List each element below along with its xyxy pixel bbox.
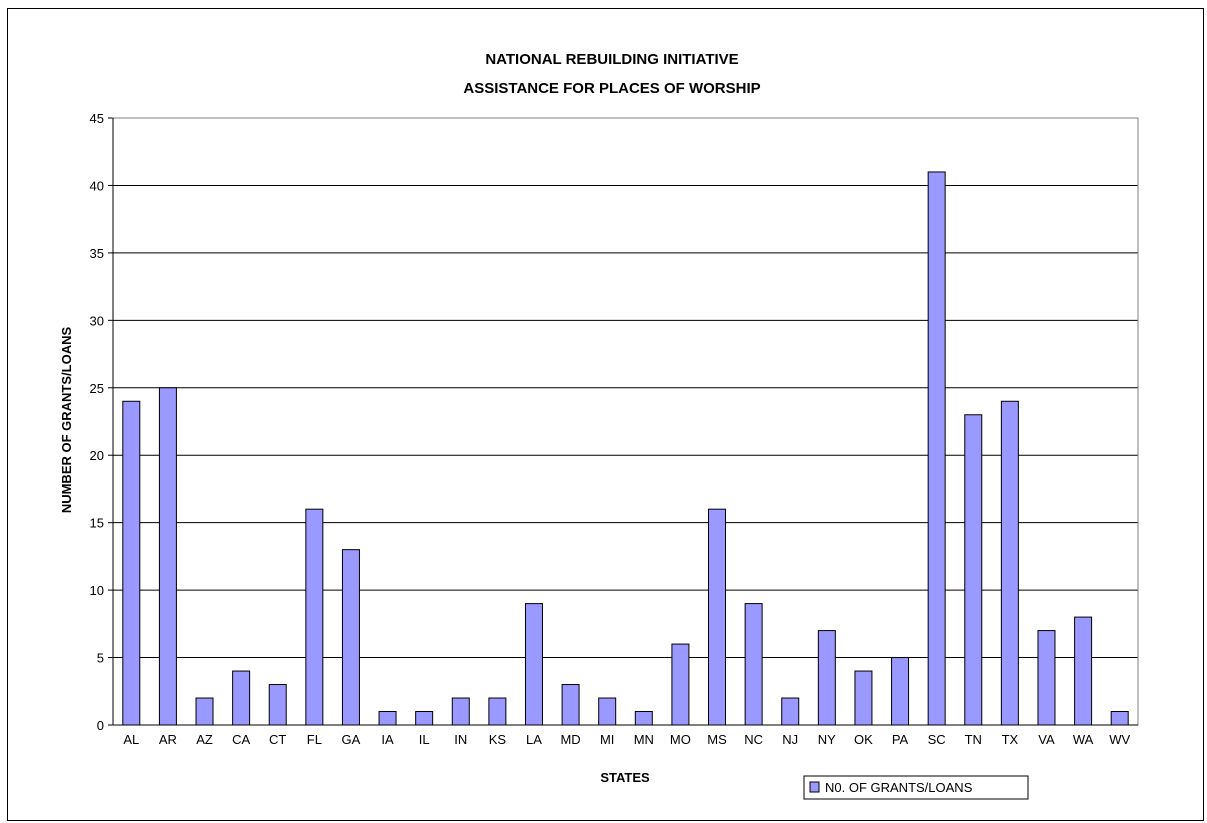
y-tick-label: 35 — [90, 246, 104, 261]
x-tick-label: KS — [489, 732, 507, 747]
x-tick-label: LA — [526, 732, 542, 747]
bar-wa — [1074, 616, 1093, 726]
bar-md — [561, 684, 580, 726]
bar-in — [451, 697, 470, 726]
axes — [112, 117, 1139, 726]
legend-box — [803, 775, 1029, 800]
bar-ca — [232, 670, 251, 726]
chart-frame — [7, 8, 1204, 821]
x-axis-label: STATES — [600, 770, 650, 785]
x-tick-label: TX — [1002, 732, 1019, 747]
bar-sc — [927, 171, 946, 726]
y-tick-label: 25 — [90, 381, 104, 396]
y-tick-label: 30 — [90, 313, 104, 328]
legend-swatch — [809, 781, 820, 793]
bar-ia — [378, 711, 397, 726]
x-tick-label: MS — [707, 732, 727, 747]
x-tick-label: OK — [854, 732, 873, 747]
x-tick-label: NY — [818, 732, 836, 747]
x-tick-label: WV — [1109, 732, 1130, 747]
x-tick-label: NC — [744, 732, 763, 747]
bar-la — [524, 603, 543, 726]
x-tick-label: AZ — [196, 732, 213, 747]
bar-tx — [1000, 400, 1019, 726]
x-tick-label: CT — [269, 732, 286, 747]
bar-ny — [817, 630, 836, 726]
legend-label: N0. OF GRANTS/LOANS — [825, 780, 973, 795]
x-tick-label: MD — [560, 732, 580, 747]
y-tick-label: 20 — [90, 448, 104, 463]
bar-ms — [708, 508, 727, 726]
x-tick-label: MN — [634, 732, 654, 747]
x-tick-label: GA — [342, 732, 361, 747]
legend: N0. OF GRANTS/LOANS — [803, 775, 1029, 800]
y-axis-label: NUMBER OF GRANTS/LOANS — [59, 327, 74, 514]
x-tick-label: MI — [600, 732, 614, 747]
bar-al — [122, 400, 141, 726]
x-tick-label: IA — [381, 732, 394, 747]
bar-mi — [598, 697, 617, 726]
y-tick-label: 15 — [90, 516, 104, 531]
bar-ct — [268, 684, 287, 726]
bar-il — [415, 711, 434, 726]
x-tick-label: FL — [307, 732, 322, 747]
bar-tn — [964, 414, 983, 726]
bar-pa — [891, 657, 910, 726]
y-tick-label: 0 — [97, 718, 104, 733]
chart-title-line-2: ASSISTANCE FOR PLACES OF WORSHIP — [463, 80, 760, 97]
bar-az — [195, 697, 214, 726]
chart-title-line-1: NATIONAL REBUILDING INITIATIVE — [485, 51, 738, 68]
x-tick-label: IL — [419, 732, 430, 747]
gridlines — [108, 117, 1138, 726]
bar-mo — [671, 643, 690, 726]
bars — [122, 171, 1129, 726]
x-tick-label: TN — [965, 732, 982, 747]
x-tick-label: IN — [454, 732, 467, 747]
bar-ga — [341, 549, 360, 726]
bar-va — [1037, 630, 1056, 726]
bar-ks — [488, 697, 507, 726]
bar-fl — [305, 508, 324, 726]
x-tick-labels: AL AR AZ CA CT FL GA IA IL IN KS LA MD MI MN MO MS NC NJ NY… — [123, 732, 1130, 747]
y-tick-label: 40 — [90, 178, 104, 193]
x-tick-label: SC — [928, 732, 946, 747]
x-tick-label: AL — [123, 732, 139, 747]
bar-ok — [854, 670, 873, 726]
bar-wv — [1110, 711, 1129, 726]
y-tick-label: 5 — [97, 651, 104, 666]
plot-area-border — [112, 117, 1139, 726]
x-tick-label: NJ — [782, 732, 798, 747]
bar-nj — [781, 697, 800, 726]
y-tick-labels: 0 5 10 15 20 25 30 35 40 45 — [90, 111, 104, 733]
y-tick-label: 45 — [90, 111, 104, 126]
bar-mn — [634, 711, 653, 726]
bar-nc — [744, 603, 763, 726]
x-tick-label: AR — [159, 732, 177, 747]
x-tick-label: WA — [1073, 732, 1094, 747]
bar-ar — [158, 387, 177, 726]
y-tick-label: 10 — [90, 583, 104, 598]
x-tick-label: MO — [670, 732, 691, 747]
x-tick-label: CA — [232, 732, 250, 747]
x-tick-label: VA — [1038, 732, 1055, 747]
x-tick-label: PA — [892, 732, 909, 747]
